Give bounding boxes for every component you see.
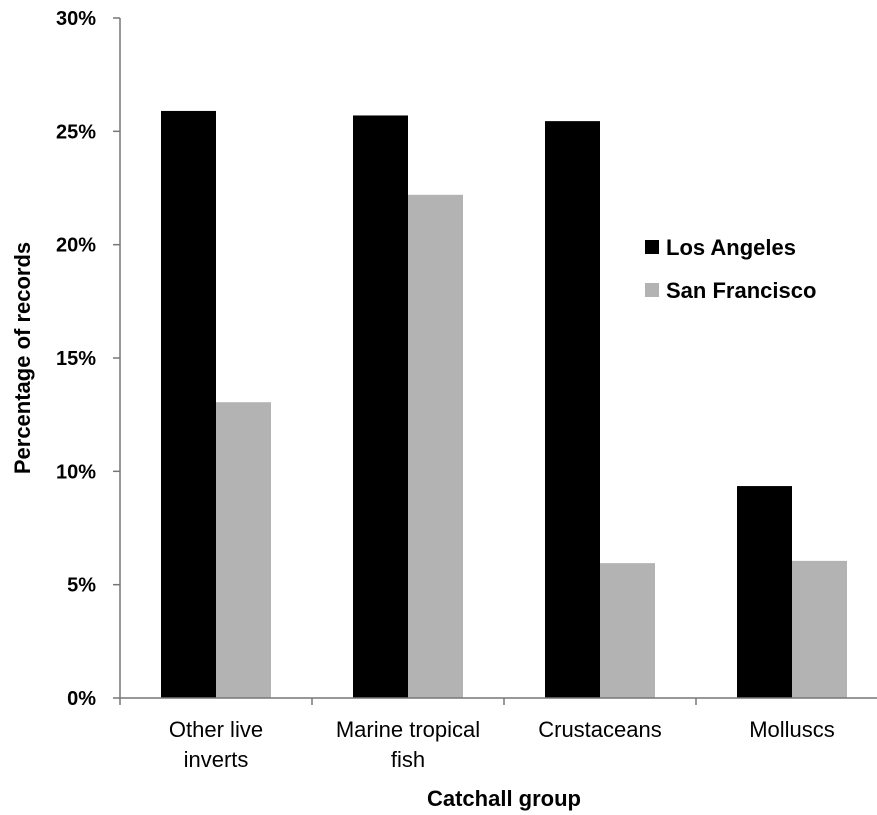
y-tick-label: 20% (56, 235, 96, 257)
y-tick-label: 5% (67, 575, 96, 597)
bar-los-angeles (737, 486, 792, 698)
x-axis-title: Catchall group (427, 786, 581, 811)
y-tick-label: 0% (67, 688, 96, 710)
bar-san-francisco (216, 402, 271, 698)
bars-group (161, 110, 847, 699)
bar-los-angeles (353, 115, 408, 698)
y-tick-label: 30% (56, 8, 96, 30)
legend-label: Los Angeles (666, 235, 796, 260)
legend: Los Angeles San Francisco (645, 235, 816, 303)
x-axis-ticks: Other live inverts Marine tropical fish Crus… (119, 698, 835, 772)
bar-los-angeles (545, 121, 600, 699)
x-category-label: Other live inverts (169, 717, 263, 772)
x-category-label: Crustaceans (538, 717, 662, 742)
y-tick-label: 25% (56, 121, 96, 143)
bar-san-francisco (408, 194, 463, 699)
y-axis-ticks: 0% 5% 10% 15% 20% 25% 30% (56, 8, 120, 710)
y-axis-title: Percentage of records (10, 242, 35, 474)
legend-label: San Francisco (666, 278, 816, 303)
y-tick-label: 10% (56, 461, 96, 483)
x-category-label: Molluscs (749, 717, 835, 742)
legend-swatch (645, 283, 659, 297)
bar-san-francisco (792, 560, 847, 698)
y-tick-label: 15% (56, 348, 96, 370)
x-category-label: Marine tropical fish (336, 717, 480, 772)
bar-los-angeles (161, 110, 216, 698)
bar-san-francisco (600, 563, 655, 698)
legend-swatch (645, 240, 659, 254)
